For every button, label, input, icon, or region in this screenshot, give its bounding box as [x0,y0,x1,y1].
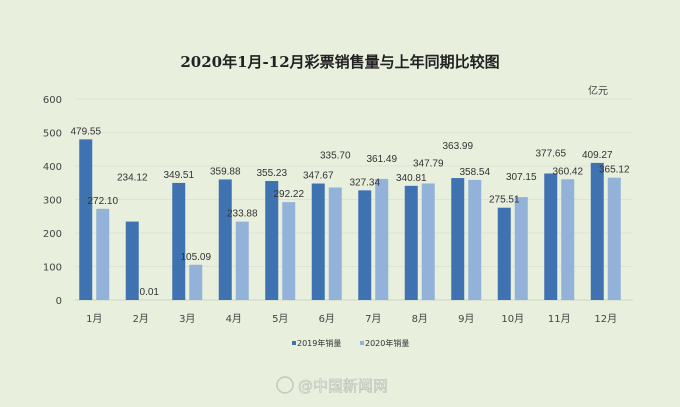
weibo-icon [276,376,294,394]
x-tick-label: 12月 [594,313,617,325]
x-tick-label: 10月 [501,313,524,325]
x-tick-label: 9月 [458,313,474,325]
data-label: 307.15 [506,172,537,183]
y-tick-label: 100 [43,263,62,274]
bar-2020 [282,202,296,300]
data-label: 234.12 [117,173,148,184]
bar-2020 [96,208,110,300]
data-label: 335.70 [320,151,351,162]
data-label: 361.49 [366,154,397,165]
data-label: 479.55 [70,126,101,137]
bar-2019 [125,221,139,300]
bar-2019 [265,180,279,300]
legend-swatch [292,341,296,345]
x-tick-label: 11月 [548,313,571,325]
x-tick-label: 2月 [133,313,149,325]
x-tick-label: 4月 [226,313,242,325]
bar-2019 [451,178,465,300]
legend-label: 2020年销量 [365,338,409,348]
data-label: 355.23 [256,168,287,179]
bar-2020 [607,177,621,300]
data-label: 347.67 [303,171,334,182]
data-label: 349.51 [163,170,194,181]
x-tick-label: 7月 [365,313,381,325]
legend-swatch [360,341,364,345]
bar-2020 [189,264,203,300]
y-tick-label: 400 [43,162,62,173]
bar-2020 [375,178,389,300]
bar-2019 [218,179,232,300]
data-label: 327.34 [349,177,380,188]
bar-2020 [235,221,249,300]
data-label: 358.54 [459,167,490,178]
bar-2019 [544,173,558,300]
bar-2019 [590,162,604,300]
bar-2019 [358,190,372,300]
bar-2020 [421,183,435,300]
bar-2019 [311,183,325,300]
bar-2019 [497,207,511,300]
x-tick-label: 5月 [272,313,288,325]
x-tick-label: 8月 [412,313,428,325]
chart-title: 2020年1月-12月彩票销售量与上年同期比较图 [180,53,499,71]
data-label: 233.88 [227,209,258,220]
data-label: 360.42 [552,166,583,177]
data-label: 0.01 [140,287,160,298]
data-label: 377.65 [535,148,566,159]
unit-label: 亿元 [588,84,608,97]
data-label: 363.99 [442,141,473,152]
watermark: @中国新闻网 [276,376,388,395]
data-label: 359.88 [210,166,241,177]
bar-2020 [468,179,482,300]
bar-2020 [561,179,575,300]
x-tick-label: 6月 [319,313,335,325]
watermark-text: @中国新闻网 [298,377,388,395]
bar-2019 [79,139,93,300]
data-label: 340.81 [396,173,427,184]
y-tick-label: 300 [43,196,62,207]
data-label: 105.09 [180,252,211,263]
y-tick-label: 0 [56,296,62,307]
bar-2020 [514,197,528,300]
data-label: 365.12 [599,165,630,176]
x-tick-label: 3月 [179,313,195,325]
y-tick-label: 600 [43,95,62,106]
data-label: 409.27 [582,150,613,161]
y-tick-label: 200 [43,229,62,240]
data-label: 272.10 [87,196,118,207]
bar-2019 [404,185,418,300]
data-label: 292.22 [273,189,304,200]
data-label: 347.79 [413,158,444,169]
bar-2019 [172,182,186,300]
y-tick-label: 500 [43,129,62,140]
bar-2020 [328,187,342,300]
legend-label: 2019年销量 [297,338,341,348]
x-tick-label: 1月 [86,313,102,325]
data-label: 275.51 [489,195,520,206]
